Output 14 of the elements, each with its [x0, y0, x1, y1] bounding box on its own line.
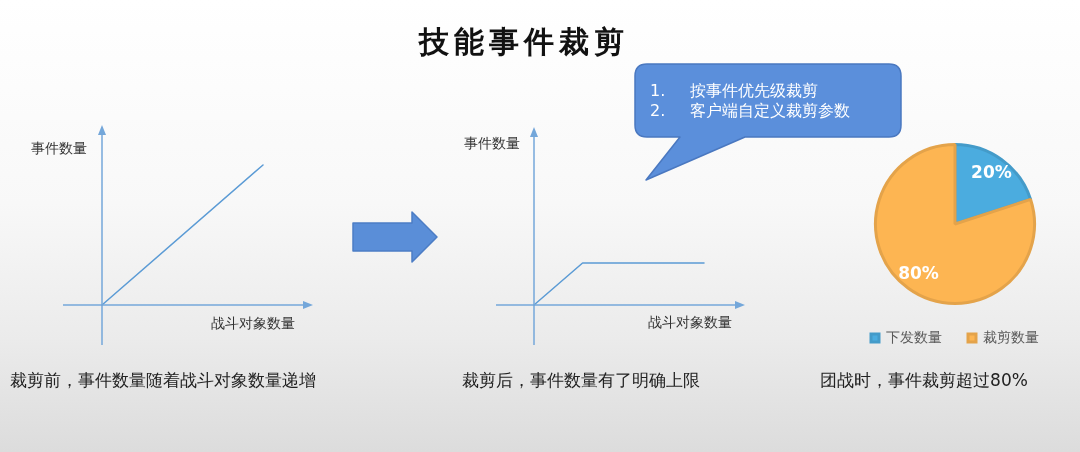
text: 裁剪前，事件数量随着战斗对象数量递增 [10, 369, 316, 390]
text: 1. 按事件优先级裁剪 [650, 81, 819, 100]
x-axis-title: 战斗对象数量 [648, 314, 732, 330]
data-label: 20% [971, 162, 1012, 183]
text: 裁剪后，事件数量有了明确上限 [462, 369, 700, 390]
legend-label: 裁剪数量 [983, 328, 1039, 345]
y-axis-title: 事件数量 [31, 140, 87, 156]
legend-label: 下发数量 [886, 328, 942, 345]
text: 技能事件裁剪 [419, 24, 629, 59]
x-axis-title: 战斗对象数量 [211, 315, 295, 331]
text: 2. 客户端自定义裁剪参数 [650, 101, 851, 120]
y-axis-title: 事件数量 [464, 135, 520, 151]
text: 团战时，事件裁剪超过80% [820, 369, 1028, 390]
data-label: 80% [898, 262, 939, 283]
